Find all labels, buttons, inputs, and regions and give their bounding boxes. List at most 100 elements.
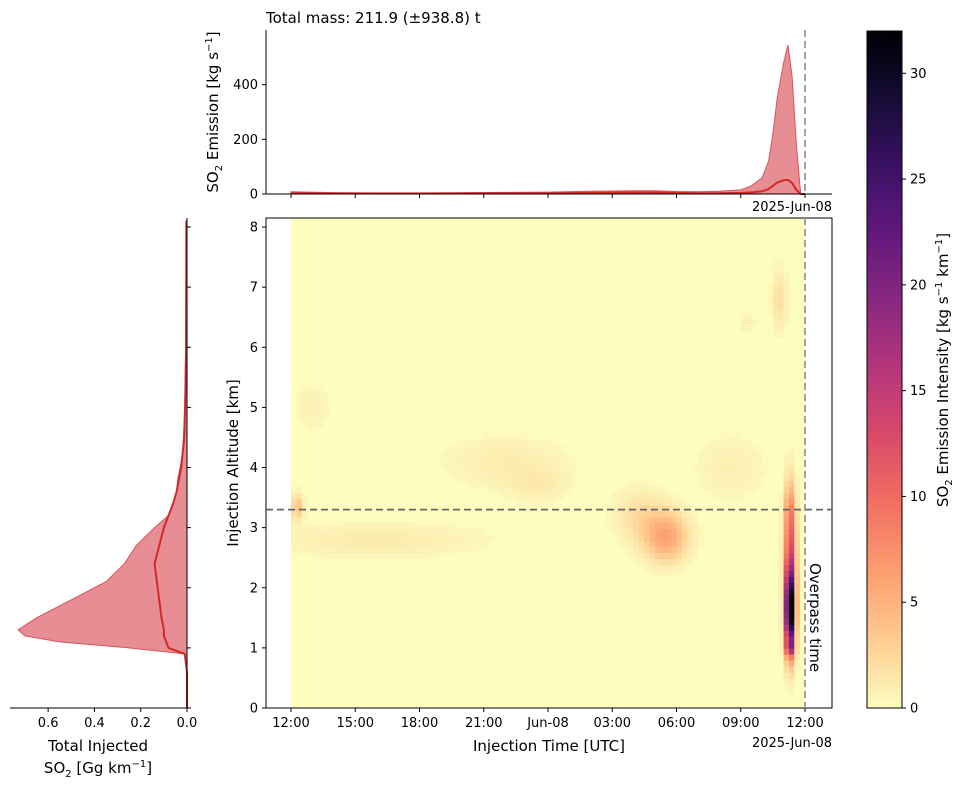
heatmap-cell <box>435 534 442 542</box>
heatmap-cell <box>483 463 490 470</box>
heatmap-cell <box>751 319 758 326</box>
left-x-ticks: 0.6 0.4 0.2 0.0 <box>38 708 197 731</box>
heatmap-cell <box>788 570 795 577</box>
heatmap-cell <box>548 468 554 476</box>
heatmap-cell <box>740 313 747 320</box>
heatmap-cell <box>467 540 474 548</box>
heatmap-cell <box>772 271 779 279</box>
heatmap-cell <box>692 516 699 524</box>
heatmap-cell <box>365 522 372 530</box>
heatmap-cell <box>333 534 340 542</box>
heatmap-cell <box>692 522 699 530</box>
heatmap-cell <box>537 457 544 464</box>
heatmap-cell <box>778 265 784 273</box>
heatmap-cell <box>746 480 752 488</box>
heatmap-cell <box>649 504 656 512</box>
heatmap-cell <box>435 528 442 536</box>
heatmap-cell <box>349 528 356 536</box>
heatmap-cell <box>307 534 313 542</box>
heatmap-cell <box>612 516 618 524</box>
heatmap-cell <box>633 534 640 542</box>
heatmap-cell <box>649 480 656 488</box>
heatmap-cell <box>531 439 538 446</box>
heatmap-cell <box>473 439 479 446</box>
left-injected-line <box>153 220 188 708</box>
heatmap-cell <box>291 528 297 536</box>
heatmap-cell <box>467 468 474 476</box>
heatmap-cell <box>746 468 752 476</box>
heatmap-cell <box>633 522 640 530</box>
heatmap-cell <box>301 415 308 422</box>
heatmap-cell <box>794 636 801 643</box>
heatmap-cell <box>296 528 303 536</box>
heatmap-cell <box>435 552 442 560</box>
heatmap-cell <box>794 666 801 673</box>
heatmap-cell <box>671 570 677 577</box>
heatmap-cell <box>328 522 335 530</box>
heatmap-cell <box>499 433 506 440</box>
heatmap-cell <box>655 540 661 548</box>
heatmap-cell <box>783 307 790 315</box>
heatmap-cell <box>740 492 747 500</box>
heatmap-cell <box>537 451 544 458</box>
heatmap-cell <box>612 510 618 518</box>
heatmap-cell <box>708 445 715 452</box>
heatmap-cell <box>478 439 485 446</box>
heatmap-cell <box>708 480 715 488</box>
colorbar-panel: 0 5 10 15 20 25 30 SO2 Emission Intensity [kg … <box>866 30 955 717</box>
heatmap-cell <box>783 319 790 326</box>
heatmap-cell <box>526 474 533 482</box>
heatmap-cell <box>756 463 763 470</box>
heatmap-cell <box>489 433 495 440</box>
heatmap-cell <box>730 492 736 500</box>
heatmap-cell <box>778 534 784 542</box>
heatmap-cell <box>473 445 479 452</box>
heatmap-cell <box>633 528 640 536</box>
heatmap-cell <box>681 528 688 536</box>
heatmap-cell <box>403 522 410 530</box>
colorbar <box>866 30 903 709</box>
heatmap-cell <box>296 397 303 404</box>
heatmap-cell <box>665 516 672 524</box>
heatmap-cell <box>558 492 565 500</box>
heatmap-cell <box>671 564 677 571</box>
heatmap-cell <box>301 534 308 542</box>
top-y-ticks: 0 200 400 <box>233 78 266 203</box>
heatmap-cell <box>687 522 693 530</box>
heatmap-cell <box>655 492 661 500</box>
heatmap-cell <box>649 546 656 554</box>
heatmap-cell <box>430 528 436 536</box>
heatmap-cell <box>788 654 795 661</box>
heatmap-cell <box>296 403 303 410</box>
heatmap-cell <box>730 457 736 464</box>
heatmap-cell <box>628 492 635 500</box>
heatmap-cell <box>542 486 549 494</box>
heatmap-cell <box>788 630 795 637</box>
heatmap-cell <box>719 451 726 458</box>
heatmap-cell <box>553 468 560 476</box>
heatmap-cell <box>349 522 356 530</box>
heatmap-cell <box>537 439 544 446</box>
heatmap-cell <box>671 510 677 518</box>
heatmap-cell <box>778 612 784 619</box>
heatmap-cell <box>489 534 495 542</box>
heatmap-cell <box>392 534 399 542</box>
heatmap-cell <box>622 498 629 506</box>
heatmap-cell <box>697 468 704 476</box>
heatmap-cell <box>606 516 613 524</box>
heatmap-cell <box>440 528 447 536</box>
heatmap-cell <box>783 457 790 464</box>
heatmap-cell <box>515 474 522 482</box>
heatmap-cell <box>735 486 742 494</box>
heatmap-cell <box>553 486 560 494</box>
heatmap-cell <box>456 439 463 446</box>
heatmap-cell <box>494 433 501 440</box>
heatmap-cell <box>296 546 303 554</box>
heatmap-cell <box>778 319 784 326</box>
heatmap-cell <box>312 534 319 542</box>
heatmap-cell <box>414 528 420 536</box>
heatmap-cell <box>569 468 576 476</box>
heatmap-cell <box>735 480 742 488</box>
heatmap-cell <box>323 546 329 554</box>
heatmap-cell <box>451 474 458 482</box>
